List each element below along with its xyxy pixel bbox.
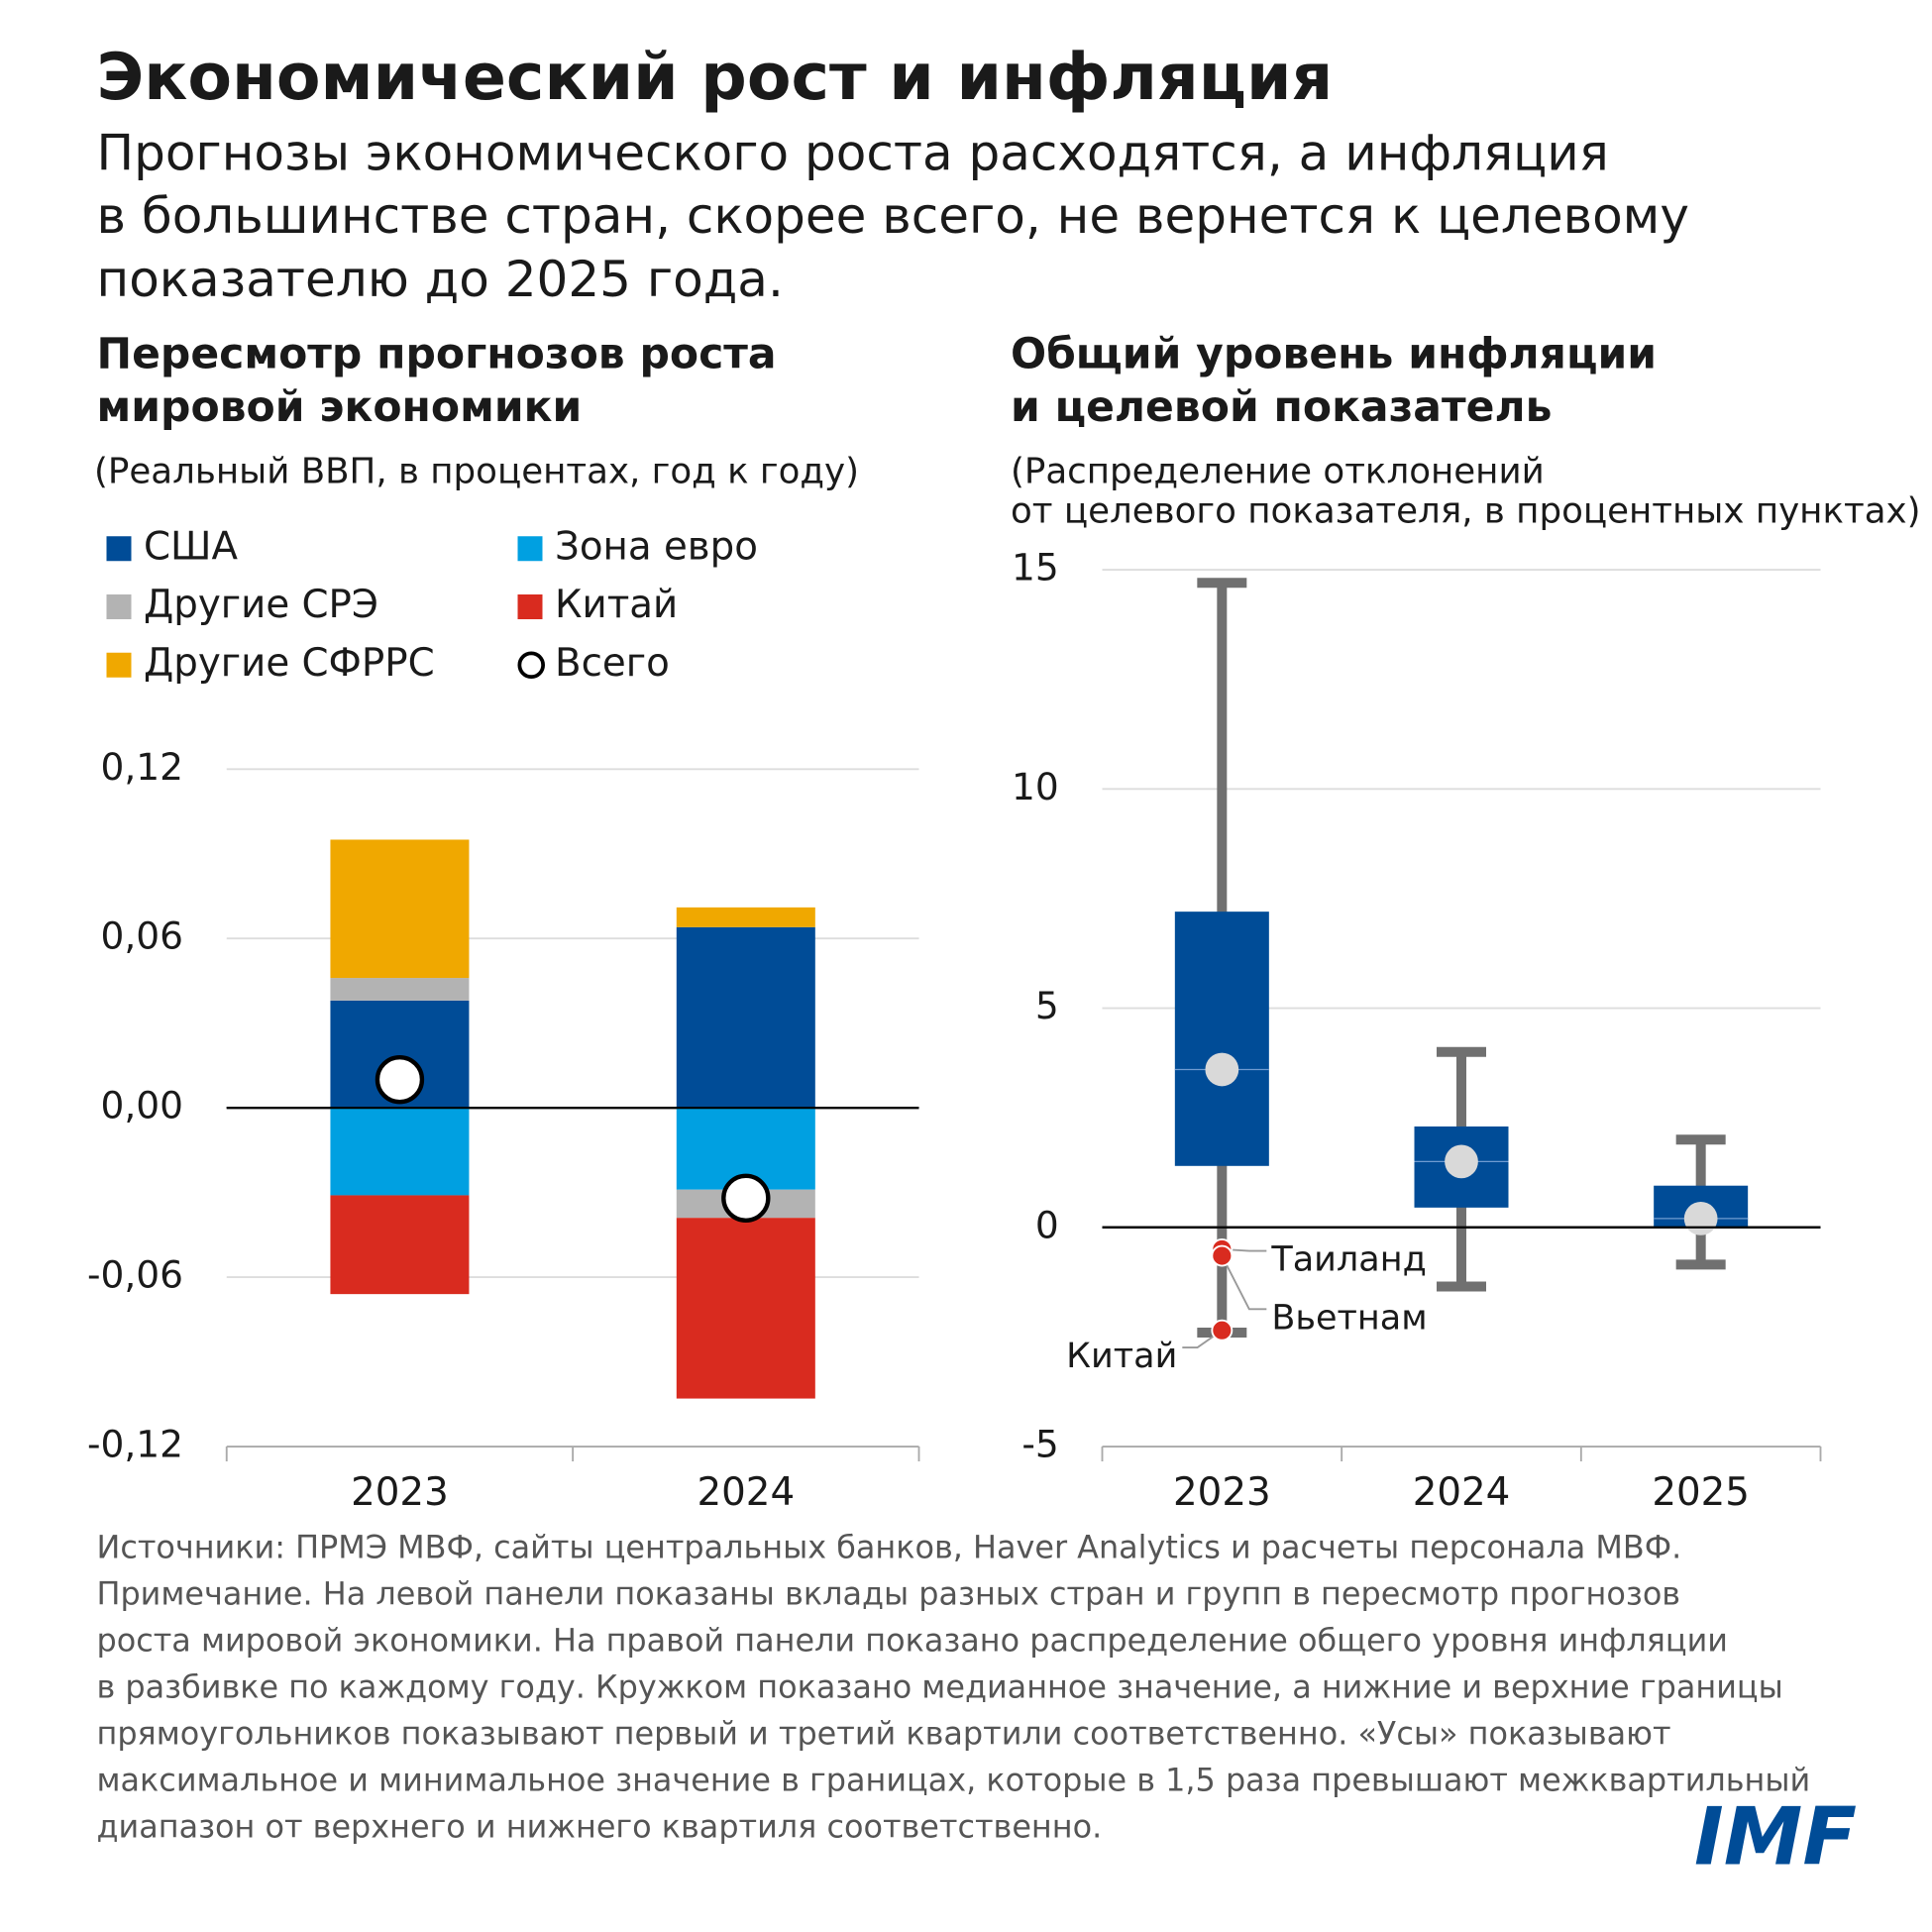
chart-subtitle: (Реальный ВВП, в процентах, год к году): [94, 452, 859, 492]
median-marker: [1683, 1202, 1718, 1235]
legend-swatch: [106, 594, 132, 619]
note: в разбивке по каждому году. Кружком пока…: [97, 1668, 1783, 1706]
total-marker: [721, 1173, 771, 1223]
note: диапазон от верхнего и нижнего квартиля …: [97, 1808, 1103, 1846]
note: максимальное и минимальное значение в гр…: [97, 1762, 1811, 1799]
title: Экономический рост и инфляция: [97, 41, 1334, 115]
bar-segment: [330, 978, 470, 1001]
subtitle: в большинстве стран, скорее всего, не ве…: [97, 187, 1690, 245]
legend-swatch: [106, 652, 132, 678]
legend-label: США: [144, 524, 238, 569]
point-label: Китай: [1066, 1337, 1177, 1376]
legend-swatch: [106, 536, 132, 562]
bar-segment: [676, 926, 815, 1109]
bar-segment: [676, 907, 815, 927]
legend-label: Другие СРЭ: [144, 583, 378, 627]
y-tick-label: -0,12: [87, 1423, 183, 1466]
chart-subtitle: (Распределение отклонений: [1011, 452, 1545, 492]
y-tick-label: 15: [1012, 546, 1059, 590]
bar-segment: [330, 1108, 470, 1196]
y-tick-label: 5: [1035, 984, 1059, 1027]
point: [1211, 1244, 1234, 1267]
bar-segment: [330, 839, 470, 979]
logo: IMF: [1694, 1790, 1857, 1882]
x-tick-label: 2023: [351, 1470, 449, 1515]
y-tick-label: 0,06: [101, 914, 183, 958]
bar-segment: [676, 1218, 815, 1399]
note: Источники: ПРМЭ МВФ, сайты центральных б…: [97, 1529, 1682, 1566]
y-tick-label: -5: [1021, 1423, 1058, 1466]
y-tick-label: 10: [1012, 765, 1059, 808]
legend-swatch: [517, 651, 545, 679]
legend-swatch: [517, 594, 543, 619]
note: роста мировой экономики. На правой панел…: [97, 1622, 1729, 1660]
median-marker: [1445, 1144, 1478, 1179]
note: Примечание. На левой панели показаны вкл…: [97, 1575, 1681, 1613]
legend-label: Китай: [555, 583, 678, 627]
subtitle: Прогнозы экономического роста расходятся…: [97, 124, 1609, 181]
x-tick-label: 2024: [1413, 1470, 1511, 1515]
chart-title: мировой экономики: [97, 383, 583, 432]
x-tick-label: 2024: [698, 1470, 796, 1515]
chart-title: Общий уровень инфляции: [1011, 330, 1657, 378]
x-tick-label: 2023: [1173, 1470, 1271, 1515]
total-marker: [375, 1054, 425, 1105]
legend-swatch: [517, 536, 543, 562]
y-tick-label: 0,00: [101, 1084, 183, 1127]
point: [1211, 1319, 1234, 1342]
leader-line: [1221, 1255, 1267, 1311]
box: [1174, 912, 1269, 1166]
bar-segment: [330, 1195, 470, 1295]
chart-title: Пересмотр прогнозов роста: [97, 330, 777, 378]
median-marker: [1205, 1052, 1239, 1087]
y-tick-label: -0,06: [87, 1253, 183, 1297]
point-label: Вьетнам: [1271, 1298, 1427, 1338]
point-label: Таиланд: [1270, 1240, 1426, 1280]
x-tick-label: 2025: [1652, 1470, 1750, 1515]
legend-label: Другие СФРРС: [144, 641, 435, 686]
y-tick-label: 0,12: [101, 745, 183, 789]
subtitle: показателю до 2025 года.: [97, 251, 784, 308]
legend-label: Всего: [555, 641, 670, 686]
note: прямоугольников показывают первый и трет…: [97, 1715, 1671, 1753]
chart-subtitle: от целевого показателя, в процентных пун…: [1011, 491, 1921, 532]
legend-label: Зона евро: [555, 524, 758, 569]
y-tick-label: 0: [1035, 1203, 1059, 1246]
chart-title: и целевой показатель: [1011, 383, 1552, 432]
